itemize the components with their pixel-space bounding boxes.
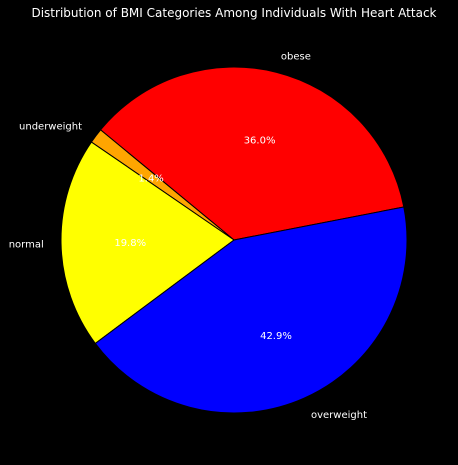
slice-label-underweight: underweight — [19, 121, 82, 132]
slice-percent-overweight: 42.9% — [260, 331, 292, 342]
chart-title: Distribution of BMI Categories Among Ind… — [31, 6, 436, 20]
pie-slices — [61, 67, 407, 413]
slice-percent-normal: 19.8% — [114, 238, 146, 249]
slice-label-normal: normal — [9, 240, 44, 251]
slice-label-overweight: overweight — [311, 410, 367, 421]
slice-label-obese: obese — [281, 52, 311, 63]
slice-percent-obese: 36.0% — [244, 135, 276, 146]
slice-percent-underweight: 1.4% — [138, 174, 163, 185]
